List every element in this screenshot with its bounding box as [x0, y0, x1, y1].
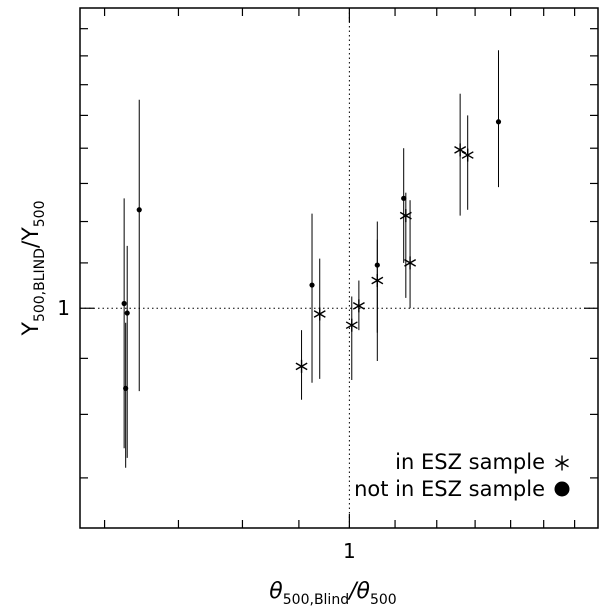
axis-labels: θ500,Blind/θ500 Y500,BLIND/Y500	[19, 200, 397, 608]
data-point-dot	[309, 282, 315, 288]
legend-label-not-in-esz: not in ESZ sample	[354, 477, 545, 501]
x-axis-label: θ500,Blind/θ500	[269, 579, 396, 608]
data-point-dot	[136, 207, 142, 213]
data-point-asterisk	[454, 143, 467, 157]
legend: in ESZ sample not in ESZ sample	[354, 450, 570, 501]
data-point-dot	[124, 310, 130, 316]
data-point-asterisk	[345, 318, 358, 332]
y-tick-label: 1	[57, 296, 70, 320]
data-marks	[121, 50, 502, 468]
asterisk-stroke	[345, 321, 358, 330]
asterisk-stroke	[352, 302, 365, 310]
data-point-dot	[495, 119, 502, 125]
asterisk-stroke	[461, 151, 474, 159]
plot-frame	[79, 7, 599, 529]
asterisk-stroke	[555, 458, 569, 468]
asterisk-stroke	[313, 310, 326, 318]
data-point-dot	[374, 262, 380, 268]
x-tick-label: 1	[343, 539, 356, 563]
data-point-asterisk	[404, 256, 417, 270]
data-point-asterisk	[461, 148, 474, 162]
data-point-dot	[401, 195, 407, 201]
legend-marker-dot	[554, 481, 570, 497]
data-point-asterisk	[313, 307, 326, 321]
plot-area	[80, 8, 598, 528]
legend-label-in-esz: in ESZ sample	[395, 450, 545, 474]
asterisk-stroke	[404, 259, 417, 267]
y-axis-label: Y500,BLIND/Y500	[19, 200, 48, 336]
data-point-asterisk	[295, 359, 308, 373]
data-point-asterisk	[352, 299, 365, 313]
data-point-dot	[121, 300, 127, 307]
asterisk-stroke	[295, 362, 308, 371]
axes: 11	[57, 7, 599, 563]
legend-marker-asterisk	[555, 455, 569, 471]
